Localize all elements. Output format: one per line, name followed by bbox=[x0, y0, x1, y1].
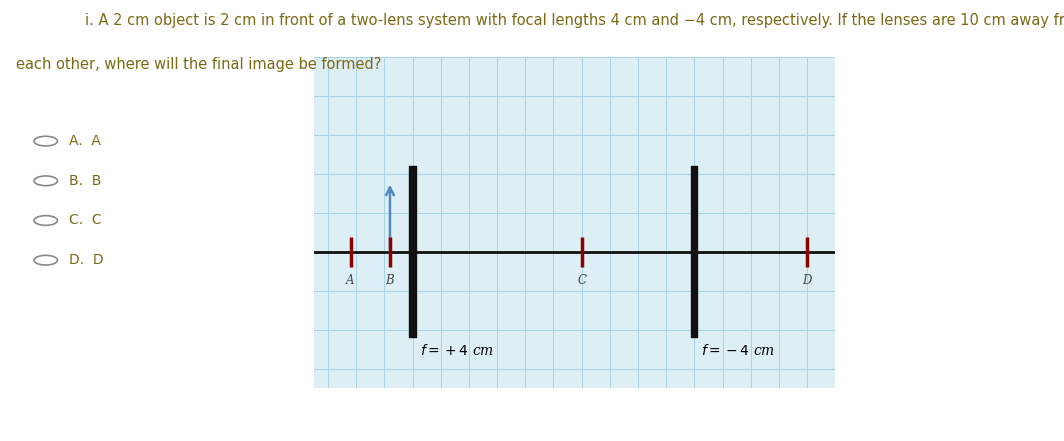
Text: $f = +4$ cm: $f = +4$ cm bbox=[419, 344, 494, 359]
Text: B.  B: B. B bbox=[69, 174, 101, 188]
Text: i. A 2 cm object is 2 cm in front of a two-lens system with focal lengths 4 cm a: i. A 2 cm object is 2 cm in front of a t… bbox=[85, 13, 1064, 28]
Text: A: A bbox=[346, 274, 354, 288]
Text: A.  A: A. A bbox=[69, 134, 101, 148]
Text: $f = -4$ cm: $f = -4$ cm bbox=[701, 344, 776, 359]
Text: C: C bbox=[577, 274, 586, 288]
Text: each other, where will the final image be formed?: each other, where will the final image b… bbox=[16, 57, 381, 72]
Text: B: B bbox=[385, 274, 395, 288]
Text: D: D bbox=[802, 274, 812, 288]
Text: D.  D: D. D bbox=[69, 253, 104, 267]
Text: C.  C: C. C bbox=[69, 213, 102, 228]
